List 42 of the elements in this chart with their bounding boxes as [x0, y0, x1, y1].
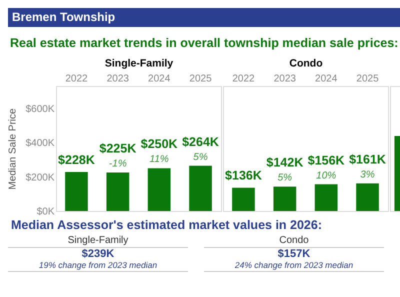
y-tick-label: $600K: [26, 104, 55, 115]
annotation: 5%: [193, 152, 208, 163]
data-label: $225K: [99, 141, 136, 156]
text: $157K: [276, 248, 312, 260]
y-axis-title: Median Sale Price: [8, 108, 19, 190]
chart-subtitle: Real estate market trends in overall township median sale prices:: [10, 36, 398, 50]
bar: [189, 166, 212, 211]
text: Condo: [204, 235, 384, 248]
annotation: -1%: [108, 158, 127, 170]
y-tick-label: $0K: [36, 206, 55, 218]
y-tick-label: $200K: [26, 172, 55, 184]
y-tick-label: $400K: [26, 138, 55, 150]
x-tick-label: 2022: [232, 74, 256, 84]
annotation: 11%: [150, 154, 169, 166]
text: $239K: [80, 248, 116, 260]
data-label: $250K: [140, 137, 178, 152]
bar: [106, 172, 130, 211]
x-tick-label: 2023: [274, 74, 296, 84]
annotation: 3%: [360, 169, 375, 180]
data-label: $161K: [349, 152, 386, 166]
x-tick-label: 2025: [356, 74, 380, 84]
x-axis-title: Condo: [289, 58, 323, 70]
x-tick-label: 2024: [148, 74, 171, 84]
text: Single-Family: [8, 235, 188, 248]
annotation: 5%: [278, 172, 292, 184]
text: Median Assessor's estimated market values in 2026:: [11, 218, 323, 232]
bar: [148, 168, 171, 211]
annotation: 10%: [316, 170, 336, 182]
text: 19% change from 2023 median: [8, 260, 188, 272]
data-label: $156K: [308, 153, 345, 168]
data-label: $136K: [225, 168, 262, 183]
x-axis-title: Single-Family: [104, 58, 174, 70]
x-tick-label: 2022: [65, 74, 88, 84]
data-label: $264K: [182, 134, 219, 149]
chart-title: Bremen Township: [8, 8, 400, 27]
data-label: $228K: [58, 152, 95, 167]
x-tick-label: 2025: [189, 74, 212, 84]
bar: [65, 172, 88, 211]
x-tick-label: 2024: [315, 74, 338, 84]
text: 24% change from 2023 median: [204, 260, 384, 272]
x-tick-label: 2023: [106, 74, 130, 84]
data-label: $142K: [266, 156, 304, 170]
